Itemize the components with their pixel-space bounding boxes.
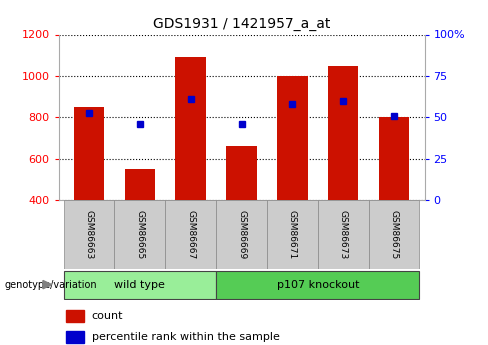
Bar: [328, 66, 359, 200]
Text: wild type: wild type: [115, 280, 165, 289]
Text: GSM86667: GSM86667: [186, 210, 195, 259]
Bar: [226, 146, 257, 200]
Text: GSM86673: GSM86673: [339, 210, 348, 259]
Bar: [115, 200, 165, 269]
Bar: [277, 76, 307, 200]
Text: GSM86669: GSM86669: [237, 210, 246, 259]
Bar: [66, 310, 84, 323]
Bar: [216, 270, 420, 299]
Bar: [74, 107, 104, 200]
Bar: [216, 200, 267, 269]
Text: GSM86663: GSM86663: [84, 210, 94, 259]
Text: genotype/variation: genotype/variation: [5, 280, 98, 289]
Bar: [63, 200, 115, 269]
Text: percentile rank within the sample: percentile rank within the sample: [92, 332, 279, 342]
Bar: [63, 270, 216, 299]
Bar: [124, 169, 155, 200]
Text: GSM86665: GSM86665: [135, 210, 144, 259]
Bar: [318, 200, 368, 269]
Text: p107 knockout: p107 knockout: [277, 280, 359, 289]
Text: count: count: [92, 311, 123, 321]
Bar: [267, 200, 318, 269]
Text: GSM86675: GSM86675: [389, 210, 399, 259]
Bar: [379, 117, 409, 200]
Bar: [368, 200, 420, 269]
Bar: [66, 331, 84, 343]
Title: GDS1931 / 1421957_a_at: GDS1931 / 1421957_a_at: [153, 17, 330, 31]
Bar: [176, 57, 206, 200]
Text: GSM86671: GSM86671: [288, 210, 297, 259]
Bar: [165, 200, 216, 269]
